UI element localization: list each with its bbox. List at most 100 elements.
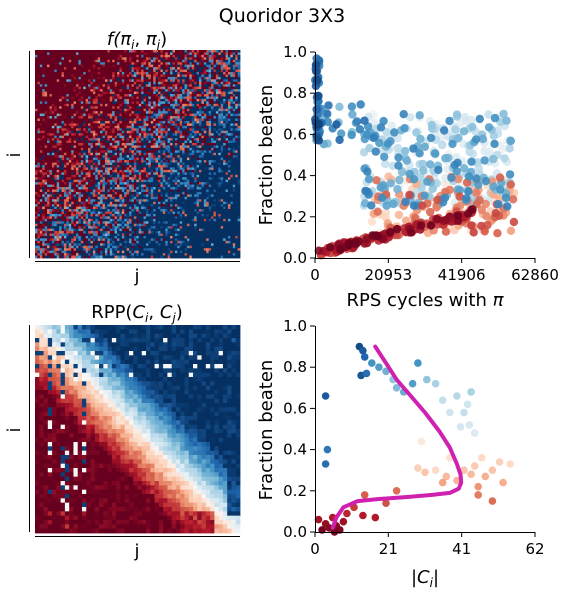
heatmap-f-cell — [61, 79, 65, 83]
heatmap-f-cell — [191, 128, 195, 132]
heatmap-f-cell — [203, 184, 207, 188]
heatmap-f-cell — [35, 101, 38, 105]
heatmap-f-cell — [59, 62, 62, 66]
heatmap-f-cell — [44, 72, 48, 75]
heatmap-f-cell — [170, 145, 173, 149]
heatmap-f-cell — [42, 160, 46, 163]
heatmap-f-cell — [117, 101, 120, 105]
heatmap-f-cell — [199, 155, 202, 159]
heatmap-f-cell — [227, 81, 231, 85]
heatmap-f-cell — [133, 57, 137, 61]
heatmap-f-cell — [42, 89, 46, 92]
heatmap-f-cell — [59, 74, 62, 78]
heatmap-f-cell — [148, 79, 152, 83]
heatmap-f-cell — [114, 116, 118, 119]
heatmap-f-cell — [42, 111, 46, 115]
heatmap-f-cell — [167, 79, 171, 83]
heatmap-f-cell — [54, 150, 58, 154]
heatmap-f-cell — [121, 89, 125, 92]
heatmap-f-cell — [225, 172, 229, 176]
heatmap-f-cell — [35, 160, 38, 163]
heatmap-f-cell — [92, 72, 96, 75]
heatmap-f-cell — [182, 152, 185, 156]
heatmap-f-cell — [95, 52, 99, 56]
heatmap-f-cell — [165, 155, 169, 159]
heatmap-f-cell — [138, 120, 142, 124]
heatmap-f-cell — [223, 152, 226, 156]
heatmap-f-cell — [56, 79, 60, 83]
heatmap-f-cell — [160, 89, 164, 92]
heatmap-f-cell — [174, 113, 178, 117]
heatmap-f-title-sep: , — [134, 29, 145, 50]
heatmap-f-cell — [71, 54, 74, 58]
heatmap-f-cell — [230, 103, 234, 107]
heatmap-f-cell — [170, 52, 173, 56]
heatmap-f-cell — [63, 59, 67, 63]
heatmap-f-cell — [66, 120, 70, 124]
heatmap-f-cell — [63, 91, 67, 95]
heatmap-f-cell — [117, 128, 120, 132]
heatmap-f-cell — [117, 142, 120, 146]
heatmap-f-cell — [66, 191, 70, 195]
heatmap-f-cell — [95, 81, 99, 85]
heatmap-f-cell — [80, 157, 84, 161]
heatmap-f-cell — [49, 125, 53, 129]
heatmap-f-cell — [235, 177, 238, 181]
heatmap-f-cell — [100, 67, 103, 70]
heatmap-f-cell — [136, 106, 140, 110]
heatmap-f-cell — [119, 125, 123, 129]
heatmap-f-cell — [182, 120, 185, 124]
heatmap-f-cell — [59, 147, 62, 151]
heatmap-f-cell — [189, 101, 193, 105]
heatmap-f-cell — [56, 111, 60, 115]
heatmap-f-cell — [66, 184, 70, 188]
heatmap-f-cell — [76, 120, 79, 124]
heatmap-f-cell — [35, 179, 38, 183]
heatmap-f-cell — [138, 162, 142, 166]
heatmap-f-cell — [189, 94, 193, 97]
heatmap-f-cell — [203, 152, 207, 156]
heatmap-f-cell — [184, 138, 188, 141]
heatmap-f-cell — [155, 118, 159, 122]
heatmap-f-cell — [160, 145, 164, 149]
heatmap-f-cell — [170, 187, 173, 190]
heatmap-f-cell — [206, 86, 210, 90]
heatmap-f-cell — [121, 142, 125, 146]
heatmap-f-cell — [90, 150, 94, 154]
heatmap-f-cell — [237, 128, 241, 132]
heatmap-f-cell — [215, 133, 219, 137]
heatmap-f-cell — [225, 81, 229, 85]
heatmap-f-cell — [136, 174, 140, 178]
heatmap-f-cell — [215, 184, 219, 188]
heatmap-f-cell — [51, 133, 55, 137]
heatmap-f-cell — [90, 138, 94, 141]
heatmap-f-cell — [172, 157, 176, 161]
heatmap-f-cell — [165, 62, 169, 66]
heatmap-f-cell — [78, 96, 82, 100]
heatmap-f-cell — [162, 130, 166, 134]
heatmap-f-cell — [47, 182, 50, 185]
heatmap-f-cell — [71, 79, 74, 83]
heatmap-f-cell — [61, 103, 65, 107]
heatmap-f-cell — [68, 152, 72, 156]
heatmap-f-cell — [230, 79, 234, 83]
heatmap-f-cell — [160, 152, 164, 156]
heatmap-f-cell — [35, 96, 38, 100]
heatmap-f-cell — [145, 69, 149, 73]
heatmap-f-cell — [56, 76, 60, 80]
heatmap-f-cell — [68, 64, 72, 68]
heatmap-f-cell — [174, 147, 178, 151]
heatmap-f-cell — [102, 96, 106, 100]
heatmap-f-cell — [56, 162, 60, 166]
heatmap-f-cell — [80, 125, 84, 129]
heatmap-f-cell — [136, 118, 140, 122]
heatmap-f-cell — [162, 67, 166, 70]
heatmap-f-cell — [237, 103, 241, 107]
heatmap-f-cell — [61, 138, 65, 141]
heatmap-f-cell — [44, 94, 48, 97]
heatmap-f-cell — [124, 177, 128, 181]
heatmap-f-cell — [141, 118, 144, 122]
heatmap-f-cell — [223, 169, 226, 173]
heatmap-f-cell — [131, 64, 135, 68]
heatmap-f-cell — [119, 169, 123, 173]
